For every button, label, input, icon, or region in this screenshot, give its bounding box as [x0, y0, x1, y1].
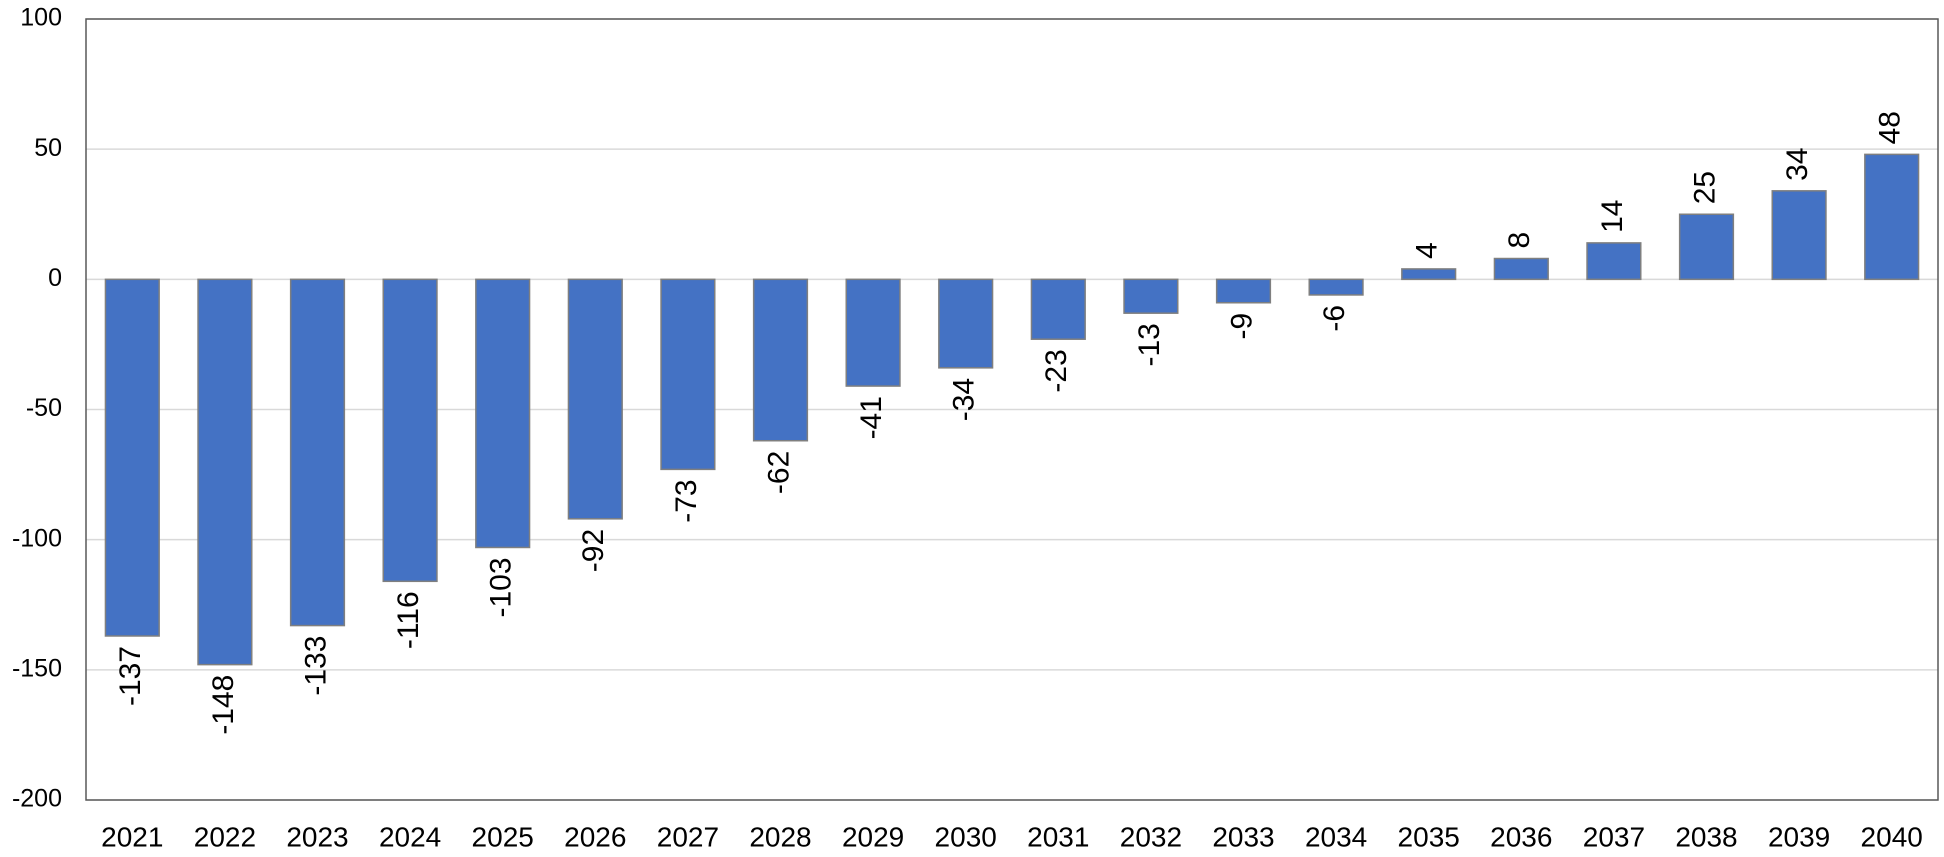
- bar: [1771, 190, 1827, 281]
- data-label: -62: [762, 451, 795, 494]
- x-tick-label: 2029: [842, 821, 904, 852]
- data-label: -13: [1133, 323, 1166, 366]
- y-tick-label: 50: [34, 134, 62, 162]
- x-tick-label: 2033: [1212, 821, 1274, 852]
- bar: [382, 278, 438, 583]
- data-label: 25: [1688, 171, 1721, 204]
- bar: [289, 278, 346, 627]
- x-tick-label: 2031: [1027, 821, 1089, 852]
- x-tick-label: 2030: [935, 821, 997, 852]
- data-label: -103: [485, 557, 518, 617]
- plot-border: [85, 18, 1939, 801]
- data-label: -148: [207, 675, 240, 735]
- data-label: -9: [1225, 313, 1258, 340]
- x-tick-label: 2021: [101, 821, 163, 852]
- bar: [1308, 278, 1364, 296]
- bar: [1493, 257, 1549, 281]
- y-tick-label: -150: [12, 654, 62, 682]
- bar: [197, 278, 253, 666]
- x-tick-label: 2022: [194, 821, 256, 852]
- data-label: 48: [1874, 111, 1907, 144]
- data-label: -34: [948, 378, 981, 421]
- bar: [1030, 278, 1086, 340]
- data-label: 8: [1503, 232, 1536, 249]
- bar: [938, 278, 994, 369]
- data-label: -92: [577, 529, 610, 572]
- x-tick-label: 2039: [1768, 821, 1830, 852]
- x-tick-label: 2034: [1305, 821, 1367, 852]
- bar: [1864, 153, 1920, 281]
- bar: [1401, 268, 1457, 281]
- y-tick-label: -200: [12, 785, 62, 813]
- x-tick-label: 2026: [564, 821, 626, 852]
- bar: [1586, 242, 1642, 281]
- x-tick-label: 2038: [1675, 821, 1737, 852]
- y-tick-label: 100: [20, 4, 62, 32]
- y-tick-label: -100: [12, 524, 62, 552]
- data-label: -137: [114, 646, 147, 706]
- data-label: -6: [1318, 305, 1351, 332]
- data-label: -23: [1040, 349, 1073, 392]
- data-label: -41: [855, 396, 888, 439]
- data-label: 14: [1596, 200, 1629, 233]
- x-tick-label: 2032: [1120, 821, 1182, 852]
- y-tick-label: -50: [26, 394, 62, 422]
- x-tick-label: 2023: [286, 821, 348, 852]
- x-tick-label: 2040: [1861, 821, 1923, 852]
- x-tick-label: 2037: [1583, 821, 1645, 852]
- x-tick-label: 2036: [1490, 821, 1552, 852]
- data-label: -133: [299, 636, 332, 696]
- bar: [1678, 213, 1735, 281]
- bar: [475, 278, 531, 549]
- bar: [845, 278, 901, 387]
- y-tick-label: 0: [48, 264, 62, 292]
- x-tick-label: 2027: [657, 821, 719, 852]
- bar: [1123, 278, 1179, 314]
- bar: [104, 278, 160, 637]
- x-tick-label: 2035: [1398, 821, 1460, 852]
- x-tick-label: 2025: [472, 821, 534, 852]
- data-label: 4: [1411, 242, 1444, 259]
- x-tick-label: 2028: [749, 821, 811, 852]
- bar: [567, 278, 623, 520]
- data-label: 34: [1781, 147, 1814, 180]
- data-label: -116: [392, 591, 425, 649]
- bar: [1215, 278, 1272, 304]
- data-label: -73: [670, 479, 703, 522]
- bar: [660, 278, 716, 471]
- x-tick-label: 2024: [379, 821, 441, 852]
- bar: [752, 278, 809, 442]
